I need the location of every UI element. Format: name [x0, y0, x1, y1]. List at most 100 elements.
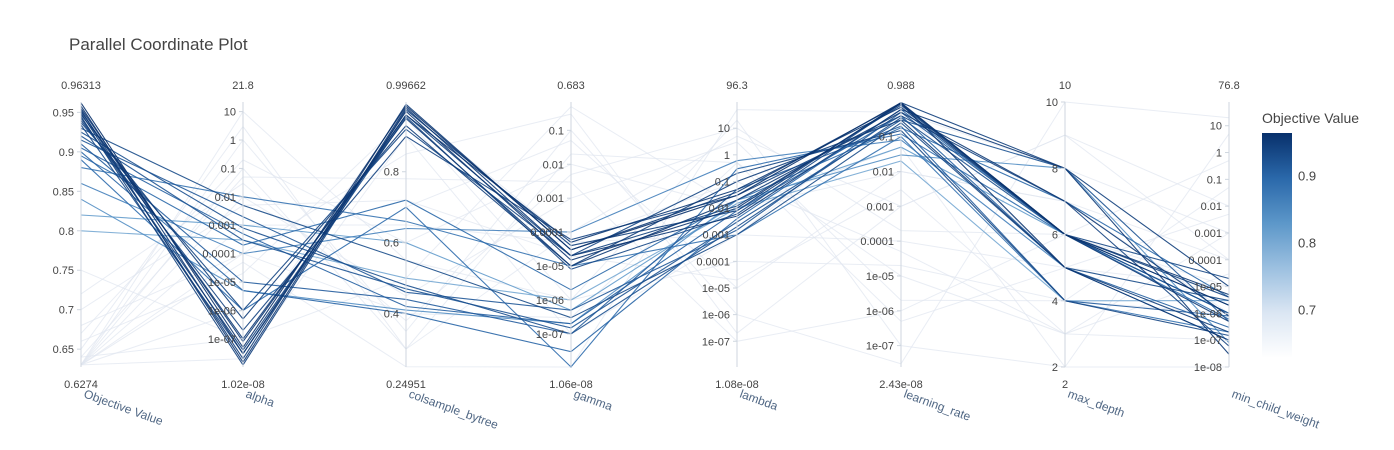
tick-label: 0.1 [549, 125, 564, 137]
tick-label: 1e-05 [866, 271, 894, 283]
tick-label: 1e-08 [1194, 362, 1222, 374]
tick-label: 0.01 [873, 166, 894, 178]
tick-label: 0.001 [208, 220, 236, 232]
tick-label: 0.01 [215, 192, 236, 204]
trial-line [80, 111, 1230, 311]
tick-label: 0.4 [384, 309, 399, 321]
trial-line [80, 162, 1230, 326]
tick-label: 1e-06 [536, 295, 564, 307]
tick-label: 1e-07 [866, 341, 894, 353]
axis-label: colsample_bytree [407, 387, 500, 432]
axis-max-label: 0.99662 [386, 80, 426, 92]
trial-line [80, 139, 1230, 341]
tick-label: 1e-07 [536, 329, 564, 341]
tick-label: 6 [1052, 230, 1058, 242]
trial-line [80, 101, 1230, 367]
tick-label: 0.0001 [860, 236, 894, 248]
tick-label: 0.85 [53, 186, 74, 198]
trial-line [80, 135, 1230, 333]
axis-label: Objective Value [82, 387, 165, 429]
tick-label: 0.1 [715, 176, 730, 188]
trial-line [80, 101, 1230, 349]
colorbar-tick: 0.8 [1298, 235, 1316, 250]
axis-min-label: 1.02e-08 [221, 379, 264, 391]
axis-max-label: 0.988 [887, 80, 915, 92]
tick-label: 1 [230, 135, 236, 147]
axis-max-label: 0.683 [557, 80, 585, 92]
tick-label: 0.0001 [1188, 255, 1222, 267]
trial-line [80, 105, 1229, 368]
trial-line [80, 117, 1230, 335]
tick-label: 0.7 [59, 305, 74, 317]
axis-5: 10 1 0.1 0.01 0.001 0.0001 1e-05 1e-06 1e-07 96.3… [696, 80, 780, 413]
tick-label: 0.1 [221, 163, 236, 175]
tick-label: 10 [1046, 97, 1058, 109]
tick-label: 1e-05 [702, 283, 730, 295]
axis-label: alpha [244, 387, 277, 410]
axis-min-label: 1.06e-08 [549, 379, 592, 391]
axis-min-label: 0.6274 [64, 379, 98, 391]
tick-label: 0.6 [384, 238, 399, 250]
tick-label: 1e-05 [208, 277, 236, 289]
trial-line [80, 159, 1230, 334]
tick-label: 0.001 [1194, 228, 1222, 240]
tick-label: 0.0001 [696, 256, 730, 268]
tick-label: 10 [224, 107, 236, 119]
trial-line [80, 107, 1230, 340]
tick-label: 0.9 [59, 147, 74, 159]
tick-label: 0.8 [384, 167, 399, 179]
tick-label: 0.8 [59, 226, 74, 238]
trial-line [80, 114, 1230, 333]
tick-label: 0.0001 [202, 249, 236, 261]
tick-label: 0.01 [709, 203, 730, 215]
trial-line [80, 125, 1230, 350]
tick-label: 0.0001 [530, 227, 564, 239]
axis-min-label: 0.24951 [386, 379, 426, 391]
tick-label: 10 [718, 123, 730, 135]
trial-line [80, 119, 1230, 329]
trial-line [80, 111, 1230, 340]
colorbar-tick: 0.7 [1298, 302, 1316, 317]
tick-label: 0.001 [536, 193, 564, 205]
chart-title: Parallel Coordinate Plot [69, 35, 248, 54]
tick-label: 4 [1052, 296, 1058, 308]
tick-label: 0.001 [866, 201, 894, 213]
axis-label: max_depth [1066, 387, 1127, 420]
trial-lines-high [80, 101, 1230, 368]
tick-label: 0.65 [53, 344, 74, 356]
tick-label: 1e-07 [208, 334, 236, 346]
colorbar-tick: 0.9 [1298, 168, 1316, 183]
axis-max-label: 21.8 [232, 80, 253, 92]
trial-line [80, 107, 1230, 364]
trial-line [80, 146, 1230, 314]
axis-min-label: 2 [1062, 379, 1068, 391]
tick-label: 1e-05 [536, 261, 564, 273]
axis-1: 0.95 0.9 0.85 0.8 0.75 0.7 0.65 0.96313 0.6274Ob… [53, 80, 166, 428]
tick-label: 8 [1052, 163, 1058, 175]
trial-line [80, 180, 1230, 366]
tick-label: 0.1 [879, 132, 894, 144]
trial-line [80, 141, 1230, 366]
tick-label: 1 [1216, 148, 1222, 160]
tick-label: 2 [1052, 362, 1058, 374]
tick-label: 0.01 [1201, 201, 1222, 213]
trial-line [80, 106, 1230, 343]
tick-label: 10 [1210, 121, 1222, 133]
axis-min-label: 1.08e-08 [715, 379, 758, 391]
tick-label: 0.01 [543, 159, 564, 171]
axis-label: gamma [572, 387, 615, 414]
axis-max-label: 10 [1059, 80, 1071, 92]
tick-label: 1 [724, 150, 730, 162]
trial-line [80, 153, 1230, 366]
tick-label: 1e-06 [208, 305, 236, 317]
trial-line [80, 110, 1230, 368]
axis-label: lambda [738, 387, 780, 414]
colorbar-gradient [1262, 133, 1292, 358]
axis-min-label: 2.43e-08 [879, 379, 922, 391]
tick-label: 0.75 [53, 265, 74, 277]
colorbar-title: Objective Value [1262, 110, 1359, 126]
tick-label: 1e-07 [1194, 335, 1222, 347]
trial-line [80, 127, 1230, 322]
tick-label: 1e-06 [1194, 308, 1222, 320]
